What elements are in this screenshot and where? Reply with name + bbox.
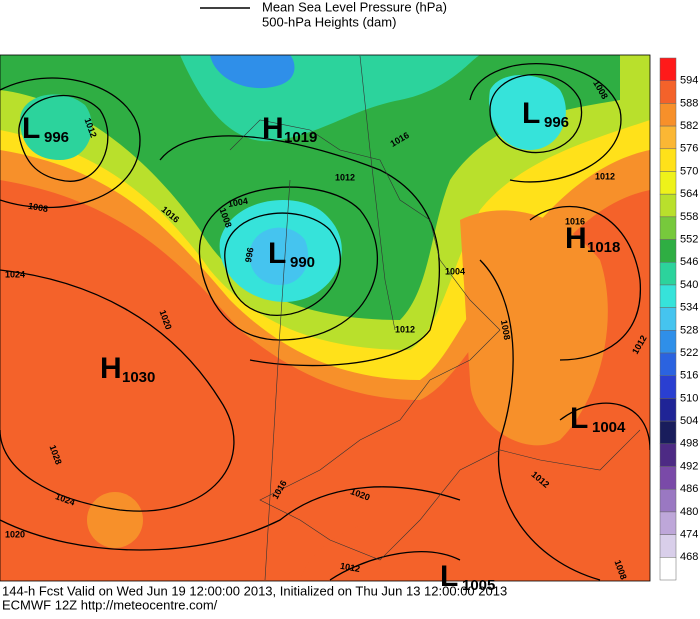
isobar-label: 1012: [595, 171, 615, 181]
pressure-value: 996: [44, 129, 69, 146]
pressure-value: 1019: [284, 129, 317, 146]
isobar-label: 1012: [339, 561, 360, 574]
pressure-value: 1004: [592, 419, 626, 436]
pressure-value: 1005: [462, 577, 495, 594]
colorbar-label: 504: [680, 415, 698, 427]
colorbar-label: 594: [680, 75, 698, 87]
pressure-value: 996: [544, 114, 569, 131]
colorbar-box: [659, 398, 677, 422]
isobar-label: 1008: [499, 319, 512, 340]
colorbar-label: 540: [680, 279, 698, 291]
colorbar-label: 576: [680, 143, 698, 155]
colorbar-label: 480: [680, 506, 698, 518]
colorbar-label: 534: [680, 302, 698, 314]
isobar-label: 1024: [5, 269, 25, 279]
pressure-value: 1030: [122, 369, 155, 386]
colorbar-box: [659, 239, 677, 263]
colorbar-label: 474: [680, 529, 698, 541]
legend-label: Mean Sea Level Pressure (hPa): [262, 0, 447, 14]
isobar-label: 1020: [5, 529, 25, 539]
colorbar-box: [659, 420, 677, 445]
colorbar-box: [659, 57, 677, 81]
colorbar-label: 486: [680, 483, 698, 495]
colorbar-box: [659, 103, 677, 127]
colorbar-label: 582: [680, 120, 698, 132]
colorbar-box: [659, 148, 677, 172]
map-field: [0, 55, 650, 581]
colorbar-label: 546: [680, 256, 698, 268]
pressure-value: 990: [290, 254, 315, 271]
colorbar-box: [659, 171, 677, 195]
colorbar-label: 516: [680, 370, 698, 382]
isobar-label: 1004: [445, 266, 465, 276]
colorbar-box: [659, 284, 677, 308]
isobar-label: 1012: [395, 324, 415, 334]
pressure-letter: H: [262, 112, 284, 145]
pressure-letter: L: [440, 560, 458, 593]
pressure-letter: H: [565, 222, 587, 255]
isobar-label: 1012: [335, 172, 355, 182]
colorbar-box: [659, 330, 677, 354]
pressure-value: 1018: [587, 239, 620, 256]
colorbar-label: 558: [680, 211, 698, 223]
colorbar-label: 564: [680, 188, 698, 200]
map-frame: [0, 54, 651, 582]
colorbar-box: [659, 557, 677, 581]
colorbar-box: [659, 125, 677, 150]
colorbar-label: 468: [680, 551, 698, 563]
colorbar-label: 498: [680, 438, 698, 450]
pressure-letter: L: [570, 402, 588, 435]
colorbar-box: [659, 80, 677, 104]
colorbar-box: [659, 216, 677, 240]
isobar-label: 1016: [565, 216, 585, 226]
colorbar-label: 522: [680, 347, 698, 359]
legend-label: 500-hPa Heights (dam): [262, 14, 396, 29]
footer-text: 144-h Fcst Valid on Wed Jun 19 12:00:00 …: [2, 583, 507, 598]
colorbar-label: 552: [680, 233, 698, 245]
colorbar-label: 588: [680, 97, 698, 109]
colorbar-box: [659, 466, 677, 490]
colorbar-label: 492: [680, 460, 698, 472]
colorbar-box: [659, 511, 677, 535]
colorbar-label: 570: [680, 165, 698, 177]
isobar-label: 1004: [227, 196, 248, 209]
colorbar-box: [659, 534, 677, 558]
colorbar-label: 528: [680, 324, 698, 336]
colorbar-box: [659, 375, 677, 399]
colorbar-box: [659, 443, 677, 467]
colorbar-box: [659, 307, 677, 331]
colorbar-box: [659, 352, 677, 376]
colorbar-label: 510: [680, 392, 698, 404]
colorbar-box: [659, 193, 677, 218]
pressure-letter: L: [268, 237, 286, 270]
pressure-letter: L: [22, 112, 40, 145]
pressure-letter: L: [522, 97, 540, 130]
isobar-label: 996: [243, 247, 255, 264]
footer-text: ECMWF 12Z http://meteocentre.com/: [2, 597, 218, 612]
pressure-letter: H: [100, 352, 122, 385]
isobar-label: 1008: [27, 201, 48, 214]
colorbar-box: [659, 262, 677, 286]
colorbar-box: [659, 488, 677, 513]
